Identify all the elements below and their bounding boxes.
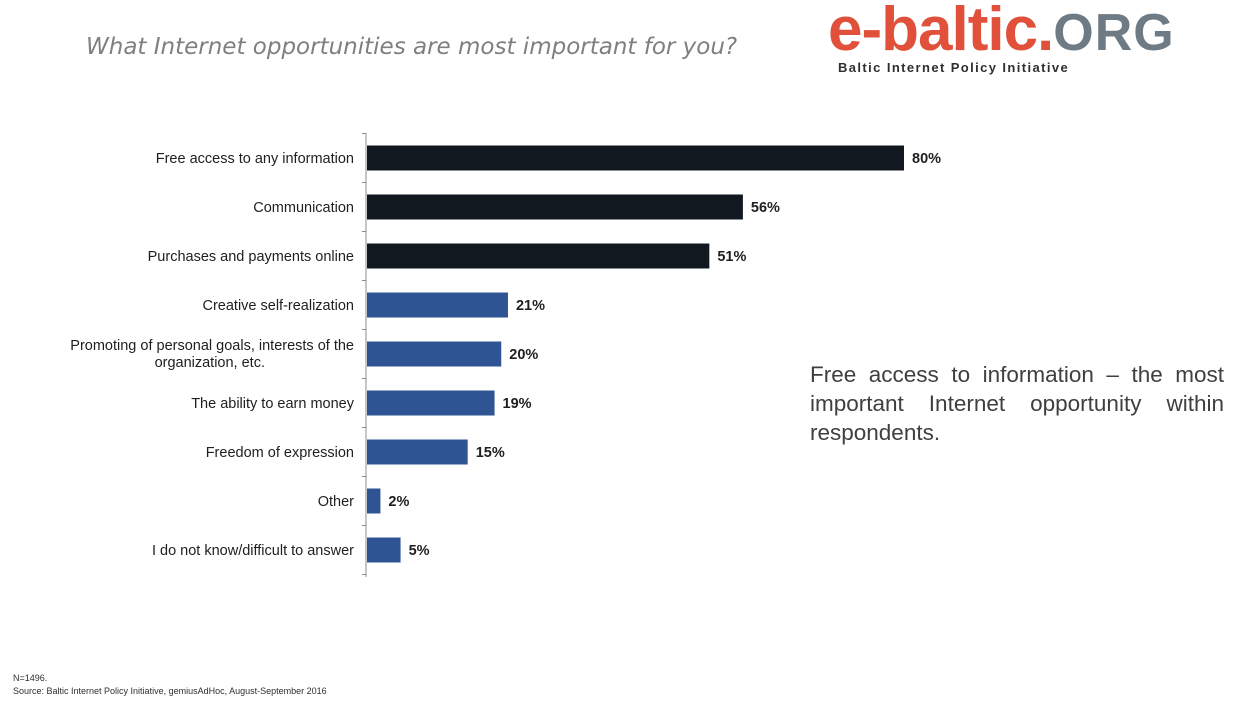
data-label: 15% xyxy=(476,445,505,461)
logo-subtitle: Baltic Internet Policy Initiative xyxy=(838,60,1070,75)
category-label: Purchases and payments online xyxy=(148,249,354,265)
data-label: 5% xyxy=(409,543,430,559)
source-note: Source: Baltic Internet Policy Initiativ… xyxy=(13,686,327,696)
data-label: 51% xyxy=(717,249,746,265)
bar xyxy=(367,439,468,465)
category-label: Communication xyxy=(253,200,354,216)
data-label: 56% xyxy=(751,200,780,216)
category-label: I do not know/difficult to answer xyxy=(152,543,354,559)
data-label: 2% xyxy=(388,494,409,510)
bar xyxy=(367,292,508,318)
bar xyxy=(367,145,904,171)
bar xyxy=(367,341,502,367)
bar xyxy=(367,537,401,563)
key-finding-note: Free access to information – the most im… xyxy=(810,362,1224,445)
category-label: Creative self-realization xyxy=(202,298,354,314)
data-label: 21% xyxy=(516,298,545,314)
bar xyxy=(367,390,495,416)
bar xyxy=(367,243,710,269)
bar xyxy=(367,488,381,514)
sample-size-note: N=1496. xyxy=(13,673,48,683)
data-label: 20% xyxy=(509,347,538,363)
category-label: Promoting of personal goals, interests o… xyxy=(70,338,354,371)
logo-wordmark: e-baltic.ORG xyxy=(828,0,1175,65)
data-label: 19% xyxy=(503,396,532,412)
category-label: The ability to earn money xyxy=(191,396,355,412)
logo-name-suffix: ORG xyxy=(1053,4,1175,62)
bar xyxy=(367,194,743,220)
data-label: 80% xyxy=(912,151,941,167)
footer: N=1496. Source: Baltic Internet Policy I… xyxy=(13,672,327,698)
category-label: Other xyxy=(318,494,354,510)
e-baltic-logo: e-baltic.ORG Baltic Internet Policy Init… xyxy=(828,0,1253,80)
category-label: Freedom of expression xyxy=(206,445,354,461)
category-label: Free access to any information xyxy=(156,151,354,167)
chart-title: What Internet opportunities are most imp… xyxy=(86,34,738,60)
logo-name-main: e-baltic. xyxy=(828,0,1054,64)
